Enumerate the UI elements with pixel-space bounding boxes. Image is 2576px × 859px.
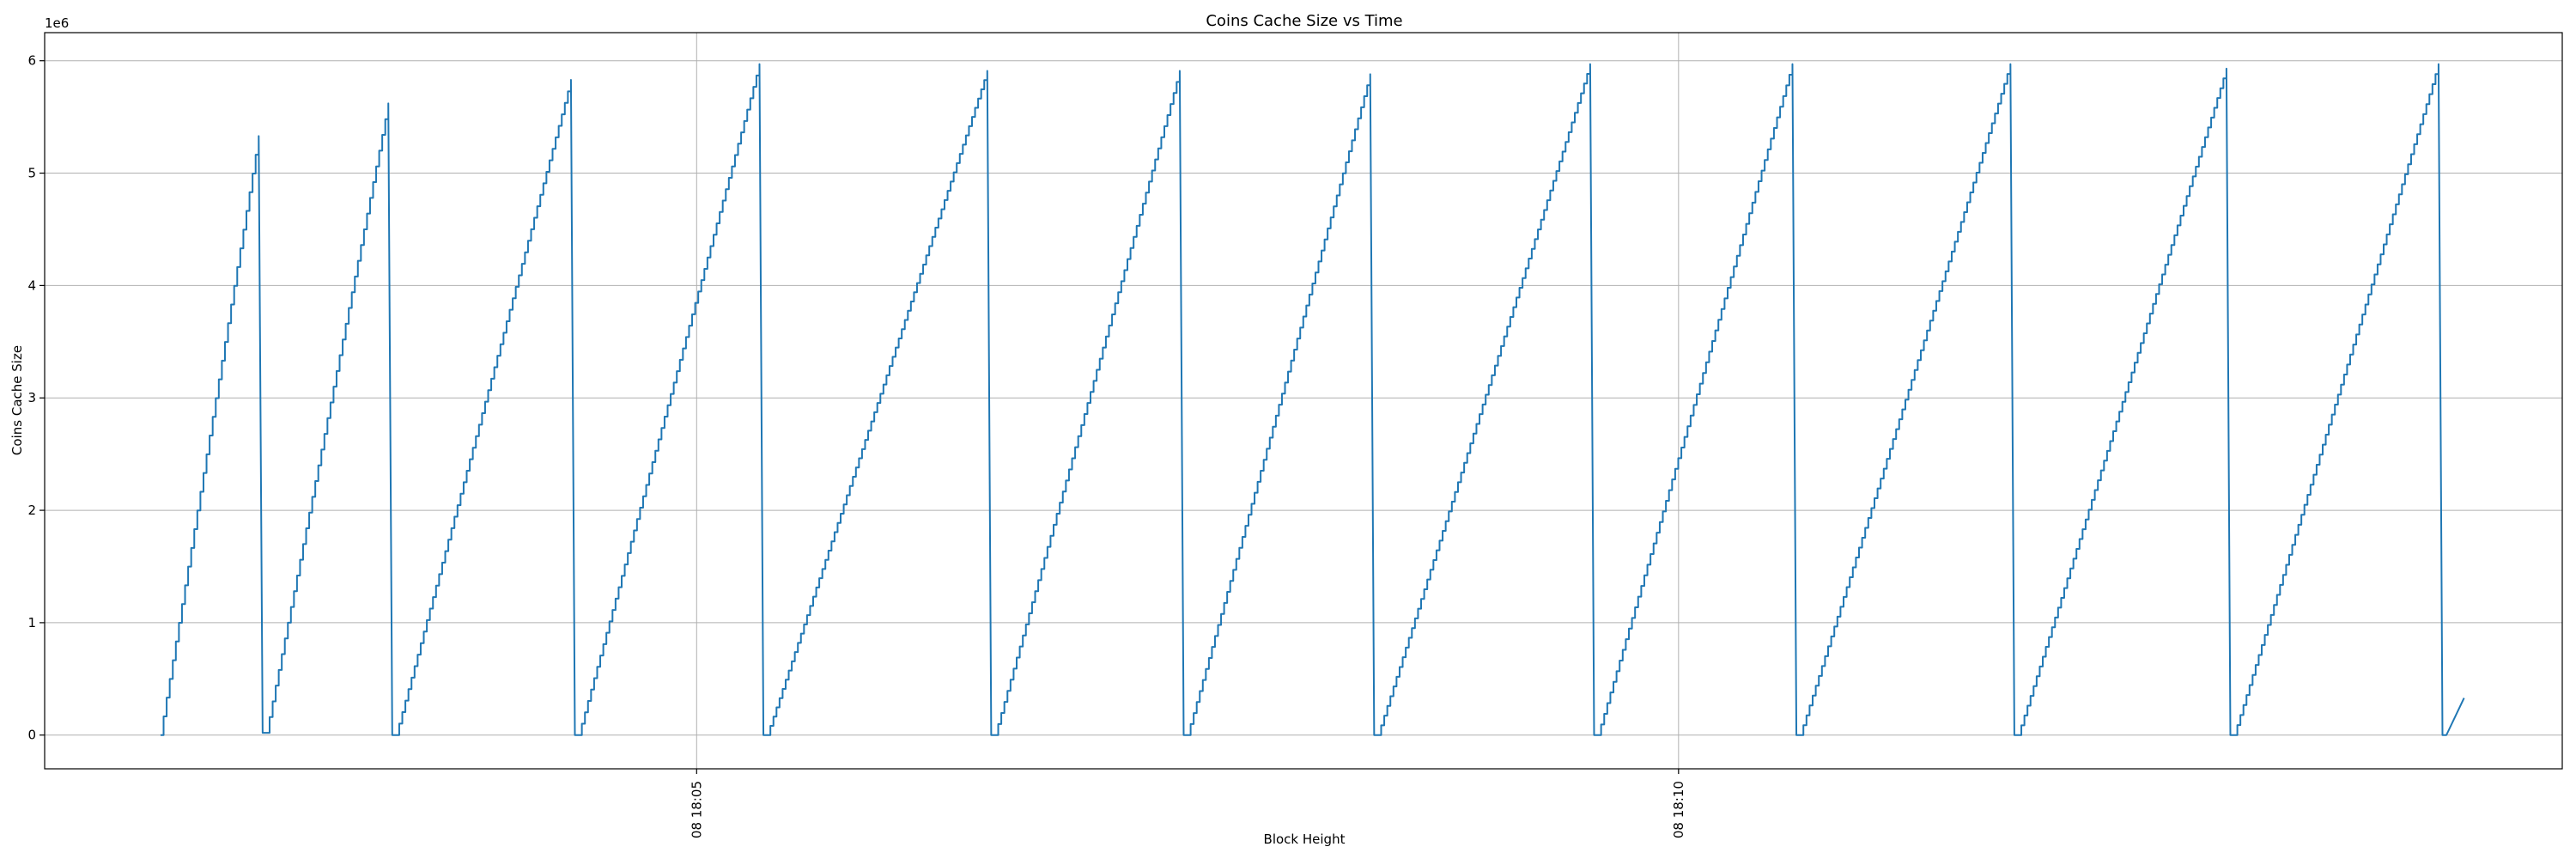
chart-title: Coins Cache Size vs Time xyxy=(1206,12,1402,30)
y-axis-label: Coins Cache Size xyxy=(9,345,25,455)
y-tick-label: 6 xyxy=(27,53,36,69)
plot-area-frame xyxy=(44,32,2563,770)
axis-ticks: 0 1 2 3 4 5 6 08 18:05 08 18:10 xyxy=(27,53,1686,838)
y-tick-label: 1 xyxy=(27,615,36,631)
x-axis-label: Block Height xyxy=(1264,832,1346,847)
grid-lines xyxy=(45,33,2562,769)
x-tick-label: 08 18:05 xyxy=(689,781,704,838)
series-layer xyxy=(160,63,2465,736)
series-line-0 xyxy=(160,63,2465,736)
y-tick-label: 5 xyxy=(27,166,36,181)
y-tick-label: 4 xyxy=(27,277,36,293)
y-tick-label: 2 xyxy=(27,503,36,518)
y-axis-offset-label: 1e6 xyxy=(45,15,69,31)
y-tick-label: 0 xyxy=(27,728,36,743)
x-tick-label: 08 18:10 xyxy=(1671,781,1686,838)
y-tick-label: 3 xyxy=(27,390,36,405)
